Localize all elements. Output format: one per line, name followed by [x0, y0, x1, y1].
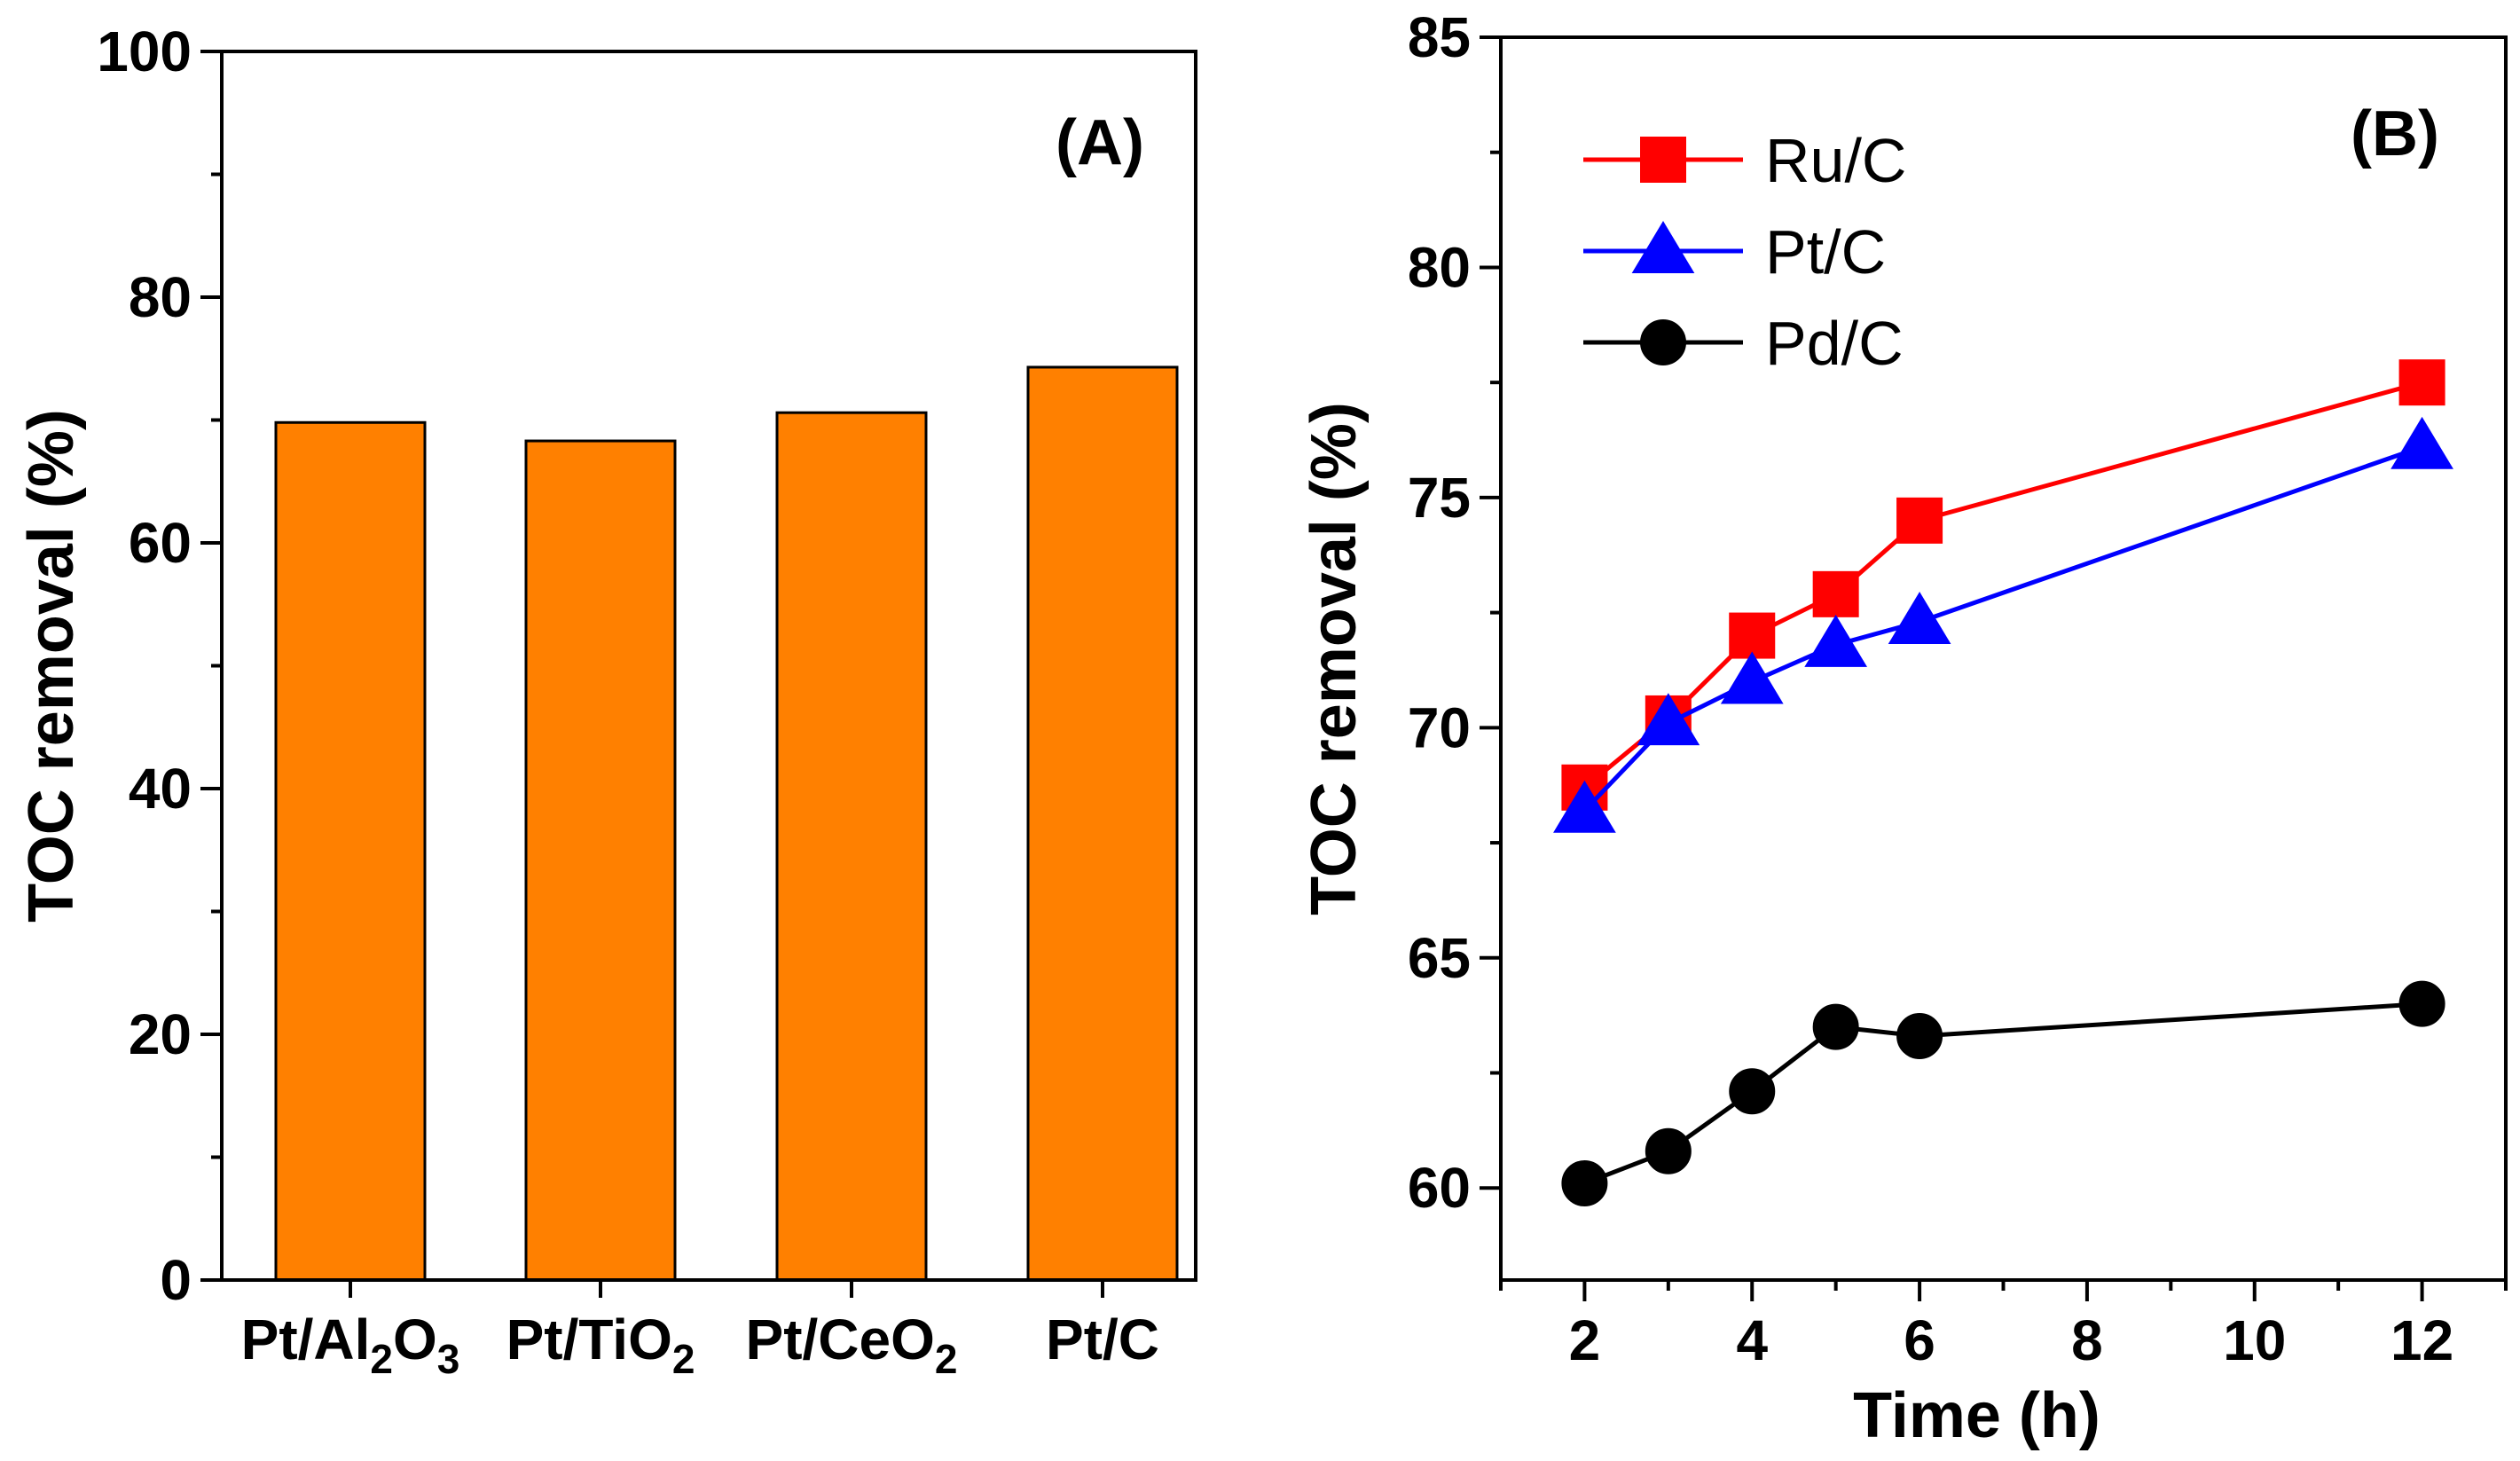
- series-line-1: [1582, 444, 2423, 813]
- data-point-2-4: [1896, 1012, 1943, 1059]
- data-point-2-3: [1812, 1003, 1859, 1050]
- data-point-2-1: [1645, 1127, 1692, 1174]
- legend-marker-0: [1640, 137, 1686, 183]
- y-axis-title-a: TOC removal (%): [16, 409, 87, 923]
- x-tick-label-b: 2: [1569, 1308, 1601, 1372]
- data-point-0-2: [1729, 612, 1776, 659]
- data-point-1-2: [1720, 651, 1784, 704]
- y-tick-label-b: 65: [1408, 926, 1471, 990]
- x-tick-label-b: 12: [2390, 1308, 2453, 1372]
- series-line-2: [1583, 1001, 2422, 1186]
- series-line-0: [1582, 380, 2423, 789]
- category-label-part: 2: [935, 1336, 958, 1382]
- data-point-2-5: [2398, 980, 2445, 1027]
- category-label-1: Pt/TiO2: [506, 1308, 695, 1382]
- y-tick-label-b: 85: [1408, 5, 1471, 69]
- x-tick-label-b: 8: [2071, 1308, 2103, 1372]
- category-label-part: O: [393, 1308, 437, 1371]
- bar-2: [775, 411, 928, 1282]
- x-axis-title-b: Time (h): [1853, 1380, 2100, 1451]
- line-chart-panel-b: 60 65 70 75 80 85 2 4 6 8 10 12 Ru/C Pt/C Pd/C Time (h)…: [1299, 5, 2508, 1451]
- panel-label-b: (B): [2351, 98, 2439, 169]
- legend-label-1: Pt/C: [1765, 217, 1886, 287]
- category-label-part: 3: [437, 1336, 460, 1382]
- data-point-1-3: [1804, 614, 1868, 667]
- y-tick-label-a: 0: [160, 1248, 192, 1312]
- category-label-part: Pt/TiO: [506, 1308, 672, 1371]
- data-point-1-0: [1553, 780, 1616, 833]
- legend-marker-1: [1631, 221, 1695, 273]
- x-tick-label-b: 4: [1736, 1308, 1768, 1372]
- y-tick-label-a: 20: [129, 1002, 192, 1066]
- plot-frame-b: [1499, 35, 2508, 1282]
- series-pt-c: [1553, 416, 2453, 833]
- bar-0: [274, 420, 427, 1282]
- y-tick-label-b: 70: [1408, 695, 1471, 759]
- y-tick-label-a: 40: [129, 757, 192, 821]
- y-axis-title-b: TOC removal (%): [1299, 402, 1370, 915]
- category-label-part: 2: [370, 1336, 393, 1382]
- x-tick-label-b: 10: [2223, 1308, 2286, 1372]
- legend: Ru/C Pt/C Pd/C: [1583, 126, 1906, 378]
- category-label-2: Pt/CeO2: [746, 1308, 958, 1382]
- category-label-part: 2: [672, 1336, 695, 1382]
- legend-label-0: Ru/C: [1765, 126, 1906, 195]
- y-tick-label-a: 100: [97, 20, 192, 83]
- data-point-0-4: [1896, 497, 1943, 544]
- category-label-part: Pt/C: [1046, 1308, 1159, 1371]
- data-point-1-5: [2390, 416, 2453, 469]
- data-point-2-2: [1729, 1068, 1776, 1115]
- legend-label-2: Pd/C: [1765, 309, 1904, 378]
- category-label-3: Pt/C: [1046, 1308, 1159, 1371]
- y-tick-label-b: 75: [1408, 466, 1471, 530]
- category-label-part: Pt/Al: [241, 1308, 371, 1371]
- category-label-0: Pt/Al2O3: [241, 1308, 460, 1382]
- bar-1: [524, 439, 677, 1282]
- category-label-part: Pt/CeO: [746, 1308, 935, 1371]
- y-tick-label-b: 80: [1408, 235, 1471, 299]
- y-tick-label-a: 60: [129, 511, 192, 575]
- y-tick-label-a: 80: [129, 265, 192, 329]
- y-tick-label-b: 60: [1408, 1156, 1471, 1220]
- data-point-1-1: [1637, 693, 1700, 746]
- x-tick-label-b: 6: [1904, 1308, 1935, 1372]
- legend-marker-2: [1640, 319, 1686, 365]
- series-pd-c: [1561, 980, 2445, 1207]
- data-point-0-3: [1812, 570, 1859, 617]
- data-point-0-5: [2398, 359, 2445, 406]
- bar-3: [1026, 365, 1179, 1282]
- data-point-1-4: [1888, 592, 1951, 644]
- data-point-2-0: [1561, 1160, 1608, 1207]
- panel-label-a: (A): [1056, 107, 1144, 178]
